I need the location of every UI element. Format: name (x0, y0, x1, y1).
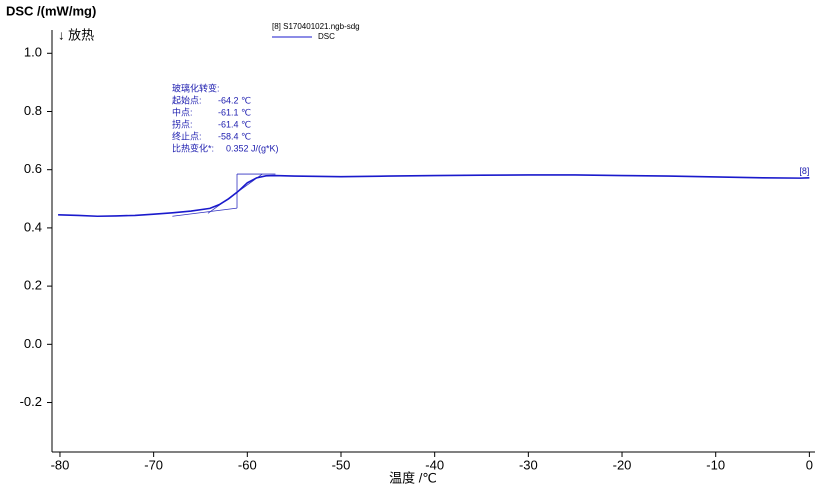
annotation-value: -61.1 ℃ (218, 107, 251, 117)
annotation-key: 比热变化*: (172, 142, 214, 153)
x-tick-label: 0 (806, 457, 813, 472)
construction-line (172, 207, 238, 217)
y-tick-label: 0.0 (24, 336, 42, 351)
y-tick-label: 0.6 (24, 161, 42, 176)
x-tick-label: -10 (706, 457, 725, 472)
legend-title: [8] S170401021.ngb-sdg (272, 22, 360, 31)
y-tick-label: 1.0 (24, 45, 42, 60)
annotation-value: -58.4 ℃ (218, 131, 251, 141)
x-tick-label: -20 (613, 457, 632, 472)
y-axis-label: DSC /(mW/mg) (6, 3, 96, 18)
x-tick-label: -80 (51, 457, 70, 472)
annotation-key: 起始点: (172, 94, 202, 105)
annotation-title: 玻璃化转变: (172, 82, 220, 93)
y-tick-label: 0.2 (24, 278, 42, 293)
annotation-value: -61.4 ℃ (218, 119, 251, 129)
y-tick-label: -0.2 (20, 394, 42, 409)
x-tick-label: -60 (238, 457, 257, 472)
x-tick-label: -50 (332, 457, 351, 472)
annotation-key: 终止点: (172, 130, 202, 141)
x-tick-label: -30 (519, 457, 538, 472)
direction-label: ↓ 放热 (58, 27, 94, 42)
x-tick-label: -70 (144, 457, 163, 472)
annotation-value: 0.352 J/(g*K) (226, 143, 279, 153)
curve-label: [8] (799, 166, 809, 176)
y-tick-label: 0.8 (24, 103, 42, 118)
legend-label: DSC (318, 32, 335, 41)
y-tick-label: 0.4 (24, 219, 42, 234)
annotation-key: 拐点: (172, 118, 193, 129)
annotation-key: 中点: (172, 106, 193, 117)
annotation-value: -64.2 ℃ (218, 95, 251, 105)
x-axis-label: 温度 /℃ (389, 470, 437, 485)
line (58, 174, 810, 218)
x-tick-label: -40 (425, 457, 444, 472)
